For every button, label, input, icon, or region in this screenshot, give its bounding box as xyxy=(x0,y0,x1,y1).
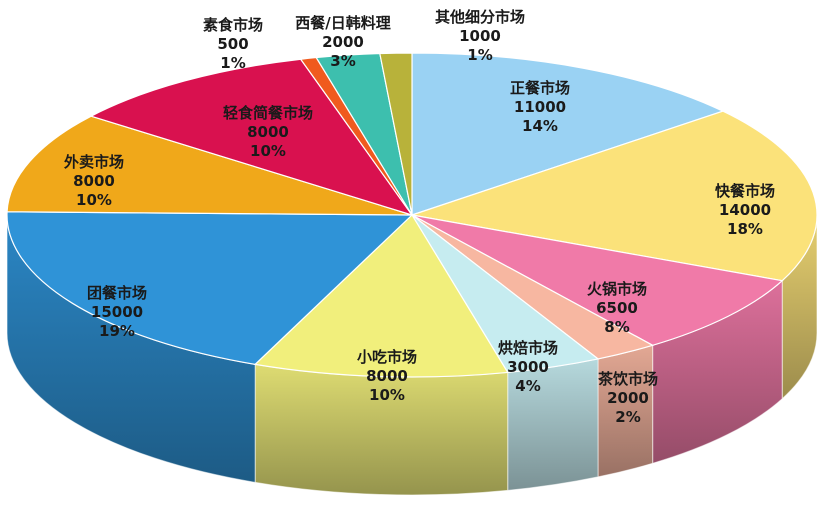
slice-label-pct-7: 19% xyxy=(99,322,135,340)
slice-label-value-6: 8000 xyxy=(366,367,408,385)
pie-side-walls xyxy=(6,214,818,496)
slice-label-pct-6: 10% xyxy=(369,386,405,404)
slice-label-pct-5: 4% xyxy=(515,377,540,395)
slice-label-value-1: 11000 xyxy=(514,98,566,116)
slice-label-pct-3: 8% xyxy=(604,318,629,336)
slice-label-name-6: 小吃市场 xyxy=(357,348,417,366)
pie-slice-2[interactable] xyxy=(411,110,818,282)
pie-slice-12[interactable] xyxy=(379,52,413,216)
slice-label-pct-9: 10% xyxy=(250,142,286,160)
pie-slice-8[interactable] xyxy=(6,115,413,216)
pie-slice-9[interactable] xyxy=(89,58,414,217)
slice-label-pct-1: 14% xyxy=(522,117,558,135)
pie-slice-6[interactable] xyxy=(253,214,509,378)
pie-slice-7[interactable] xyxy=(6,211,414,365)
pie-slice-3[interactable] xyxy=(411,214,784,346)
slice-label-name-11: 西餐/日韩料理 xyxy=(295,14,390,32)
pie-top xyxy=(6,52,818,378)
slice-label-name-10: 素食市场 xyxy=(203,16,263,34)
slice-label-value-3: 6500 xyxy=(596,299,638,317)
slice-label-value-11: 2000 xyxy=(322,33,364,51)
slice-label-name-2: 快餐市场 xyxy=(715,182,775,200)
slice-label-pct-2: 18% xyxy=(727,220,763,238)
slice-label-value-4: 2000 xyxy=(607,389,649,407)
slice-label-value-12: 1000 xyxy=(459,27,501,45)
slice-label-name-8: 外卖市场 xyxy=(63,153,124,171)
slice-label-pct-8: 10% xyxy=(76,191,112,209)
pie-slice-1[interactable] xyxy=(411,52,725,216)
slice-label-value-9: 8000 xyxy=(247,123,289,141)
slice-label-name-7: 团餐市场 xyxy=(87,284,147,302)
slice-label-name-9: 轻食简餐市场 xyxy=(223,104,313,122)
slice-label-pct-11: 3% xyxy=(330,52,355,70)
slice-label-name-3: 火锅市场 xyxy=(587,280,647,298)
slice-label-name-4: 茶饮市场 xyxy=(598,370,658,388)
slice-label-value-8: 8000 xyxy=(73,172,115,190)
slice-label-name-12: 其他细分市场 xyxy=(435,8,525,26)
slice-label-name-5: 烘焙市场 xyxy=(498,339,558,357)
pie-labels: 正餐市场1100014%快餐市场1400018%火锅市场65008%茶饮市场20… xyxy=(63,8,775,426)
slice-label-value-10: 500 xyxy=(217,35,248,53)
slice-label-value-5: 3000 xyxy=(507,358,549,376)
slice-label-pct-10: 1% xyxy=(220,54,245,72)
slice-label-pct-4: 2% xyxy=(615,408,640,426)
slice-label-value-2: 14000 xyxy=(719,201,771,219)
slice-label-name-1: 正餐市场 xyxy=(510,79,570,97)
slice-label-value-7: 15000 xyxy=(91,303,143,321)
slice-label-pct-12: 1% xyxy=(467,46,492,64)
